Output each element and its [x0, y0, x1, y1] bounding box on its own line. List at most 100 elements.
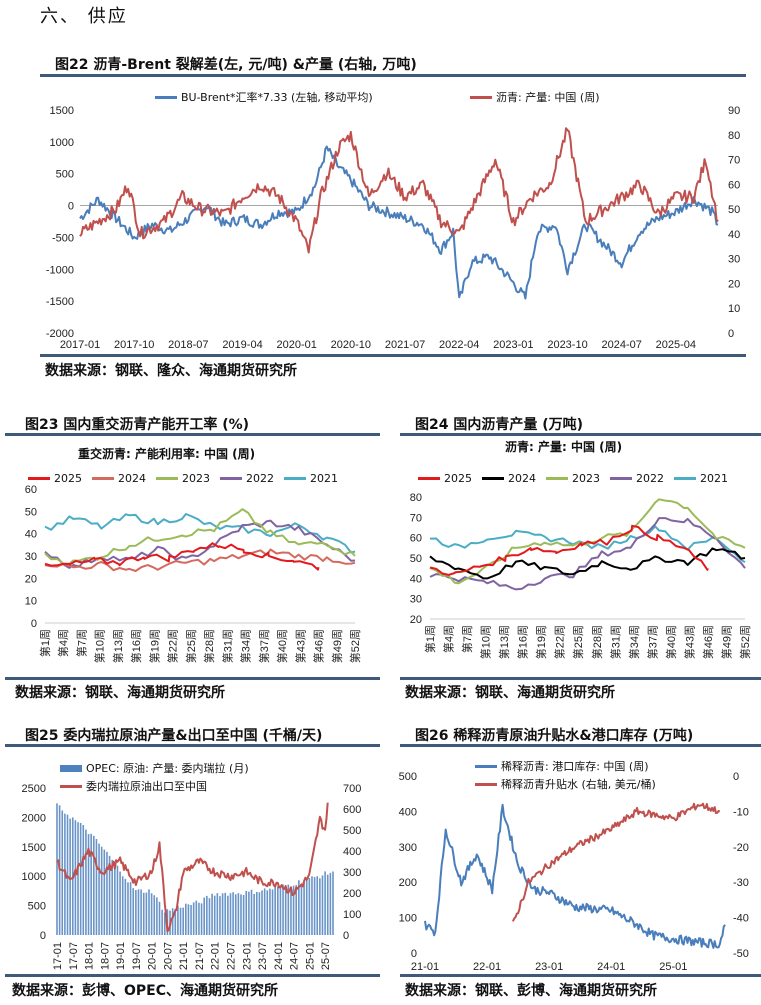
production-bar	[195, 900, 198, 935]
x-tick-label: 23-01	[535, 961, 563, 973]
production-bar	[87, 834, 90, 935]
x-tick-label: 2023-10	[547, 339, 587, 351]
x-tick-label: 第10周	[93, 629, 107, 663]
production-bar	[185, 903, 187, 935]
figure-26-source: 数据来源：钢联、彭博、海通期货研究所	[405, 983, 657, 999]
production-bar	[232, 892, 234, 935]
y-tick-label: 2500	[22, 783, 46, 795]
production-bar	[253, 893, 255, 935]
y-tick-label: 500	[343, 825, 361, 837]
y-tick-label: 200	[399, 877, 417, 889]
divider	[400, 433, 761, 436]
production-bar	[137, 889, 140, 935]
x-tick-label: 2019-04	[222, 339, 262, 351]
x-tick-label: 19-01	[115, 942, 127, 970]
legend-label: 2021	[310, 472, 338, 485]
x-tick-label: 17-01	[52, 942, 64, 970]
x-tick-label: 2017-10	[114, 339, 154, 351]
x-tick-label: 第10周	[479, 625, 493, 659]
y-tick-label: 400	[399, 806, 417, 818]
x-tick-label: 第46周	[701, 625, 715, 659]
production-bar	[227, 895, 229, 935]
legend-label: 稀释沥青升贴水 (右轴, 美元/桶)	[501, 778, 656, 791]
legend-swatch	[60, 764, 82, 772]
production-bar	[242, 895, 245, 935]
y-tick-label: 20	[728, 278, 740, 290]
production-bar	[329, 872, 332, 935]
y-tick-label: -40	[733, 913, 749, 925]
production-bar	[321, 875, 324, 935]
series-line-2023	[44, 508, 356, 565]
x-tick-label: 第31周	[220, 629, 234, 663]
production-bar	[240, 894, 242, 935]
figure-22-title: 图22 沥青-Brent 裂解差(左, 元/吨) &产量 (右轴, 万吨)	[55, 57, 417, 73]
production-bar	[324, 871, 326, 935]
production-bar	[142, 892, 145, 935]
y-tick-label: 700	[343, 783, 361, 795]
x-tick-label: 第40周	[664, 625, 678, 659]
legend-label: 2022	[636, 472, 664, 485]
production-bar	[174, 908, 177, 935]
series-line-inventory	[424, 803, 726, 949]
production-bar	[132, 888, 135, 935]
y-tick-label: 80	[728, 130, 740, 142]
figure-26-chart: 500 400 300 200 100 0 0 -10 -20 -30 -40 -50 21-01 22-…	[399, 771, 749, 973]
y-tick-label: 0	[68, 201, 74, 213]
production-bar	[255, 891, 258, 935]
production-bar	[69, 818, 71, 935]
legend-swatch	[674, 477, 696, 480]
production-bar	[153, 895, 156, 935]
legend-swatch	[60, 784, 82, 788]
x-tick-label: 第37周	[645, 625, 659, 659]
production-bar	[277, 886, 279, 935]
production-bar	[311, 876, 313, 935]
y-tick-label: 200	[343, 888, 361, 900]
series-line-2025	[429, 524, 709, 576]
series-line-premium	[511, 802, 721, 922]
production-bar	[287, 884, 290, 935]
y-tick-label: 100	[399, 913, 417, 925]
x-tick-label: 2025-04	[656, 339, 696, 351]
legend-swatch	[155, 95, 177, 99]
series-line-production	[79, 127, 719, 254]
x-tick-label: 20-01	[147, 942, 159, 970]
production-bar	[129, 882, 132, 935]
production-bar	[326, 874, 329, 935]
production-bar	[119, 871, 121, 935]
production-bar	[305, 879, 308, 935]
divider	[5, 744, 380, 747]
series-line-2025	[44, 542, 320, 571]
y-tick-label: 70	[410, 512, 422, 524]
legend-swatch	[156, 477, 178, 480]
production-bar	[127, 882, 129, 935]
x-tick-label: 25-01	[304, 942, 316, 970]
series-line-exports	[56, 802, 329, 933]
series-line-2022	[429, 517, 746, 591]
y-tick-label: -20	[733, 842, 749, 854]
x-tick-label: 23-07	[257, 942, 269, 970]
y-tick-label: 0	[728, 328, 734, 340]
production-bar	[213, 895, 216, 935]
legend-item: 2025	[418, 472, 472, 485]
legend-label: 沥青: 产量: 中国 (周)	[496, 91, 600, 104]
x-tick-label: 25-01	[659, 961, 687, 973]
production-bar	[284, 885, 287, 935]
x-tick-label: 第28周	[202, 629, 216, 663]
figure-26-title: 图26 稀释沥青原油升贴水&港口库存 (万吨)	[415, 728, 694, 744]
series-line-2023	[429, 498, 746, 585]
y-tick-label: 0	[40, 930, 46, 942]
production-bar	[171, 908, 174, 935]
production-bar	[208, 898, 211, 935]
x-tick-label: 17-07	[68, 942, 80, 970]
production-bar	[179, 907, 182, 935]
legend-swatch	[475, 764, 497, 768]
x-tick-label: 第4周	[442, 625, 456, 653]
production-bar	[74, 820, 77, 935]
figure-23-subtitle: 重交沥青: 产能利用率: 中国 (周)	[78, 447, 256, 461]
production-bar	[258, 892, 261, 935]
x-tick-label: 23-01	[241, 942, 253, 970]
divider	[400, 744, 761, 747]
y-tick-label: 400	[343, 846, 361, 858]
legend-swatch	[610, 477, 632, 480]
